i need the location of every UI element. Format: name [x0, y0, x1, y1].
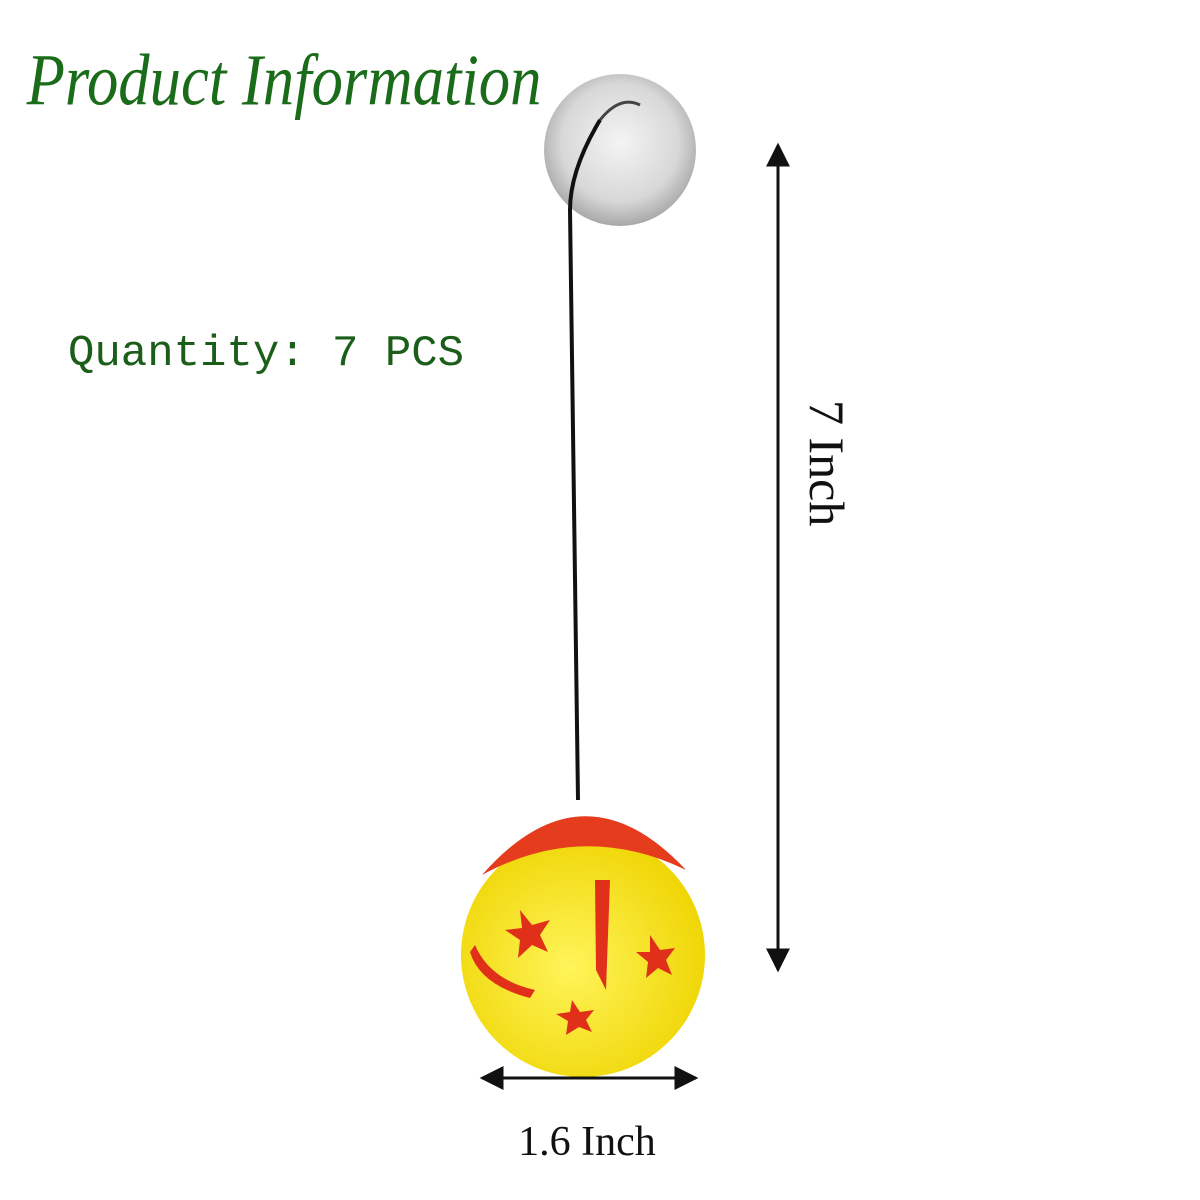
title: Product Information [26, 40, 542, 120]
star-cutout [505, 910, 550, 958]
cutout [470, 945, 535, 998]
ball [461, 833, 705, 1077]
hook [598, 100, 641, 121]
height-label: 7 Inch [799, 400, 855, 526]
star-cutout [556, 1000, 594, 1035]
cutout [595, 880, 610, 990]
quantity: Quantity: 7 PCS [68, 329, 464, 379]
suction-cup [544, 74, 696, 226]
star-cutout [636, 935, 675, 978]
ball-top [482, 816, 686, 875]
width-label: 1.6 Inch [518, 1119, 656, 1165]
string [567, 118, 602, 801]
